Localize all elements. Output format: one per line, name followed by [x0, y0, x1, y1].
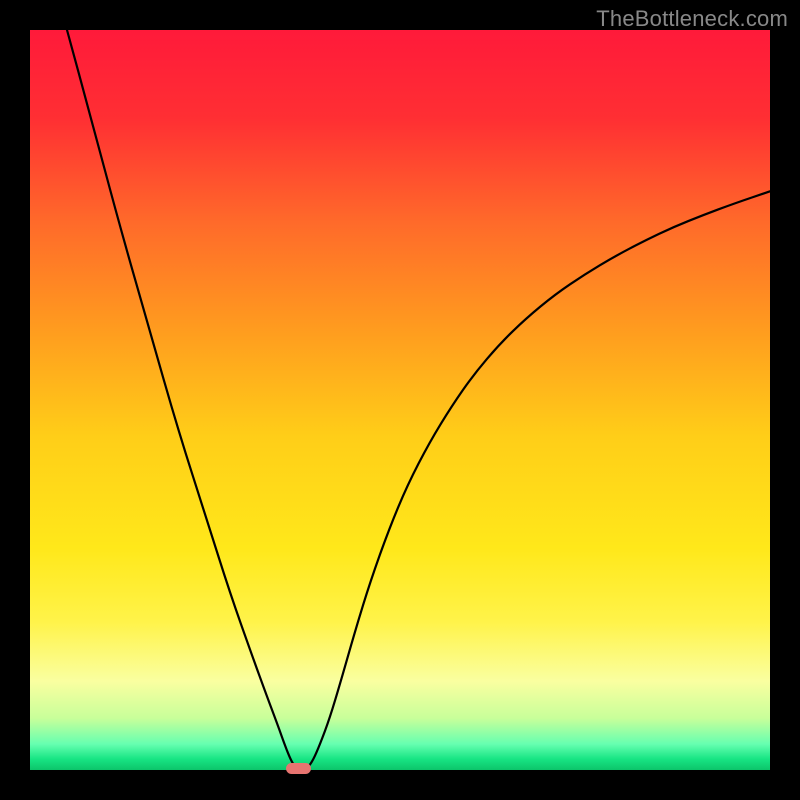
chart-background: [30, 30, 770, 770]
chart-svg: [30, 30, 770, 770]
min-marker: [286, 763, 311, 775]
watermark-text: TheBottleneck.com: [596, 6, 788, 32]
chart-frame: TheBottleneck.com: [0, 0, 800, 800]
chart-plot-area: [30, 30, 770, 770]
